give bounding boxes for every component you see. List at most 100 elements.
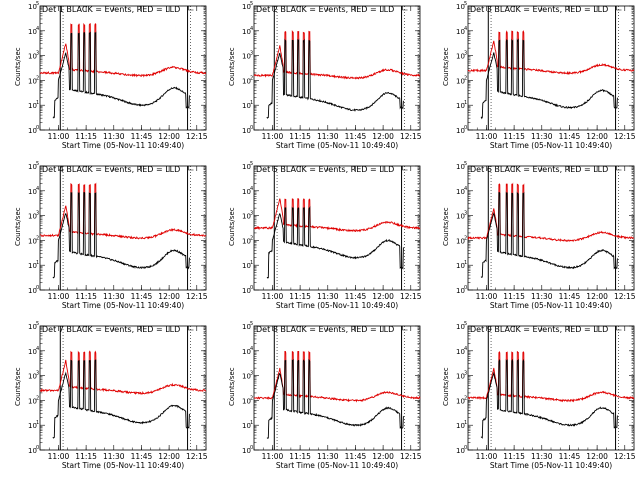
y-tick-exponent: 5 bbox=[464, 321, 467, 327]
y-tick-label: 10 bbox=[456, 53, 465, 61]
panel-title: Det 3 BLACK = Events, RED = LLD bbox=[470, 5, 608, 14]
y-tick-exponent: 4 bbox=[250, 346, 253, 352]
x-tick-label: 12:00 bbox=[158, 452, 180, 461]
y-tick-label: 10 bbox=[242, 262, 251, 270]
x-axis-label: Start Time (05-Nov-11 10:49:40) bbox=[62, 461, 184, 470]
x-tick-label: 11:00 bbox=[476, 452, 498, 461]
x-tick-label: 11:45 bbox=[131, 452, 153, 461]
series-events-line bbox=[52, 359, 190, 439]
x-tick-label: 12:00 bbox=[158, 132, 180, 141]
y-tick-exponent: 0 bbox=[464, 285, 467, 291]
y-tick-label: 10 bbox=[456, 397, 465, 405]
axes-frame bbox=[467, 325, 635, 451]
panel-title: Det 6 BLACK = Events, RED = LLD bbox=[470, 165, 608, 174]
y-tick-label: 10 bbox=[456, 188, 465, 196]
series-events-line bbox=[266, 205, 404, 279]
y-tick-exponent: 3 bbox=[250, 51, 253, 57]
y-tick-label: 10 bbox=[242, 163, 251, 171]
y-tick-exponent: 3 bbox=[36, 371, 39, 377]
y-tick-label: 10 bbox=[28, 323, 37, 331]
y-tick-label: 10 bbox=[456, 447, 465, 455]
panel-title: Det 7 BLACK = Events, RED = LLD bbox=[42, 325, 180, 334]
axes-frame bbox=[467, 165, 635, 291]
x-tick-label: 12:15 bbox=[186, 292, 208, 301]
y-tick-label: 10 bbox=[28, 422, 37, 430]
axes-frame bbox=[39, 325, 207, 451]
end-marker-bracket bbox=[616, 326, 622, 331]
y-tick-exponent: 1 bbox=[36, 100, 39, 106]
y-tick-exponent: 4 bbox=[464, 26, 467, 32]
y-tick-label: 10 bbox=[456, 3, 465, 11]
x-axis-label: Start Time (05-Nov-11 10:49:40) bbox=[490, 461, 612, 470]
x-tick-label: 11:45 bbox=[559, 132, 581, 141]
y-tick-label: 10 bbox=[456, 287, 465, 295]
x-tick-label: 12:00 bbox=[372, 452, 394, 461]
y-tick-exponent: 0 bbox=[36, 125, 39, 131]
y-tick-exponent: 0 bbox=[464, 445, 467, 451]
y-tick-exponent: 0 bbox=[250, 285, 253, 291]
y-tick-exponent: 0 bbox=[464, 125, 467, 131]
y-tick-label: 10 bbox=[242, 323, 251, 331]
x-axis-label: Start Time (05-Nov-11 10:49:40) bbox=[490, 301, 612, 310]
series-lld-line bbox=[253, 350, 421, 403]
series-lld-line bbox=[467, 182, 635, 243]
x-tick-label: 11:00 bbox=[262, 132, 284, 141]
x-tick-label: 12:15 bbox=[614, 292, 636, 301]
panel-title: Det 8 BLACK = Events, RED = LLD bbox=[256, 325, 394, 334]
x-tick-label: 11:45 bbox=[131, 292, 153, 301]
y-tick-label: 10 bbox=[28, 102, 37, 110]
x-axis-label: Start Time (05-Nov-11 10:49:40) bbox=[490, 141, 612, 150]
series-events-line bbox=[480, 38, 618, 120]
end-marker-bracket bbox=[188, 6, 194, 11]
y-tick-label: 10 bbox=[456, 102, 465, 110]
y-tick-label: 10 bbox=[242, 102, 251, 110]
x-tick-label: 11:30 bbox=[317, 132, 339, 141]
y-tick-label: 10 bbox=[242, 287, 251, 295]
y-tick-label: 10 bbox=[28, 213, 37, 221]
panel-title: Det 1 BLACK = Events, RED = LLD bbox=[42, 5, 180, 14]
x-tick-label: 12:00 bbox=[586, 292, 608, 301]
y-axis-label: Counts/sec bbox=[442, 367, 450, 406]
series-lld-line bbox=[253, 29, 421, 80]
y-tick-exponent: 5 bbox=[464, 161, 467, 167]
x-tick-label: 11:15 bbox=[75, 292, 97, 301]
x-axis-label: Start Time (05-Nov-11 10:49:40) bbox=[62, 301, 184, 310]
axes-frame bbox=[39, 165, 207, 291]
y-tick-label: 10 bbox=[242, 213, 251, 221]
y-tick-exponent: 5 bbox=[36, 321, 39, 327]
series-lld-line bbox=[467, 350, 635, 403]
x-tick-label: 11:15 bbox=[289, 292, 311, 301]
x-tick-label: 12:15 bbox=[400, 132, 422, 141]
end-marker-bracket bbox=[188, 326, 194, 331]
x-tick-label: 11:00 bbox=[48, 132, 70, 141]
y-tick-label: 10 bbox=[456, 348, 465, 356]
y-tick-label: 10 bbox=[28, 3, 37, 11]
y-tick-label: 10 bbox=[28, 397, 37, 405]
y-tick-exponent: 1 bbox=[464, 100, 467, 106]
x-tick-label: 11:30 bbox=[531, 132, 553, 141]
x-tick-label: 11:15 bbox=[289, 452, 311, 461]
x-tick-label: 11:30 bbox=[531, 452, 553, 461]
y-tick-exponent: 2 bbox=[464, 235, 467, 241]
y-tick-exponent: 2 bbox=[36, 235, 39, 241]
y-tick-label: 10 bbox=[456, 28, 465, 36]
axes-frame bbox=[253, 5, 421, 131]
end-marker-bracket bbox=[402, 326, 408, 331]
series-lld-line bbox=[39, 22, 206, 78]
x-axis-label: Start Time (05-Nov-11 10:49:40) bbox=[62, 141, 184, 150]
x-tick-label: 11:15 bbox=[289, 132, 311, 141]
x-tick-label: 11:30 bbox=[531, 292, 553, 301]
y-tick-exponent: 3 bbox=[464, 211, 467, 217]
x-tick-label: 11:00 bbox=[262, 452, 284, 461]
y-tick-exponent: 3 bbox=[464, 51, 467, 57]
y-tick-exponent: 2 bbox=[250, 395, 253, 401]
x-tick-label: 12:00 bbox=[372, 132, 394, 141]
x-tick-label: 12:15 bbox=[400, 452, 422, 461]
y-tick-exponent: 2 bbox=[250, 75, 253, 81]
x-tick-label: 11:15 bbox=[503, 292, 525, 301]
y-tick-label: 10 bbox=[28, 237, 37, 245]
